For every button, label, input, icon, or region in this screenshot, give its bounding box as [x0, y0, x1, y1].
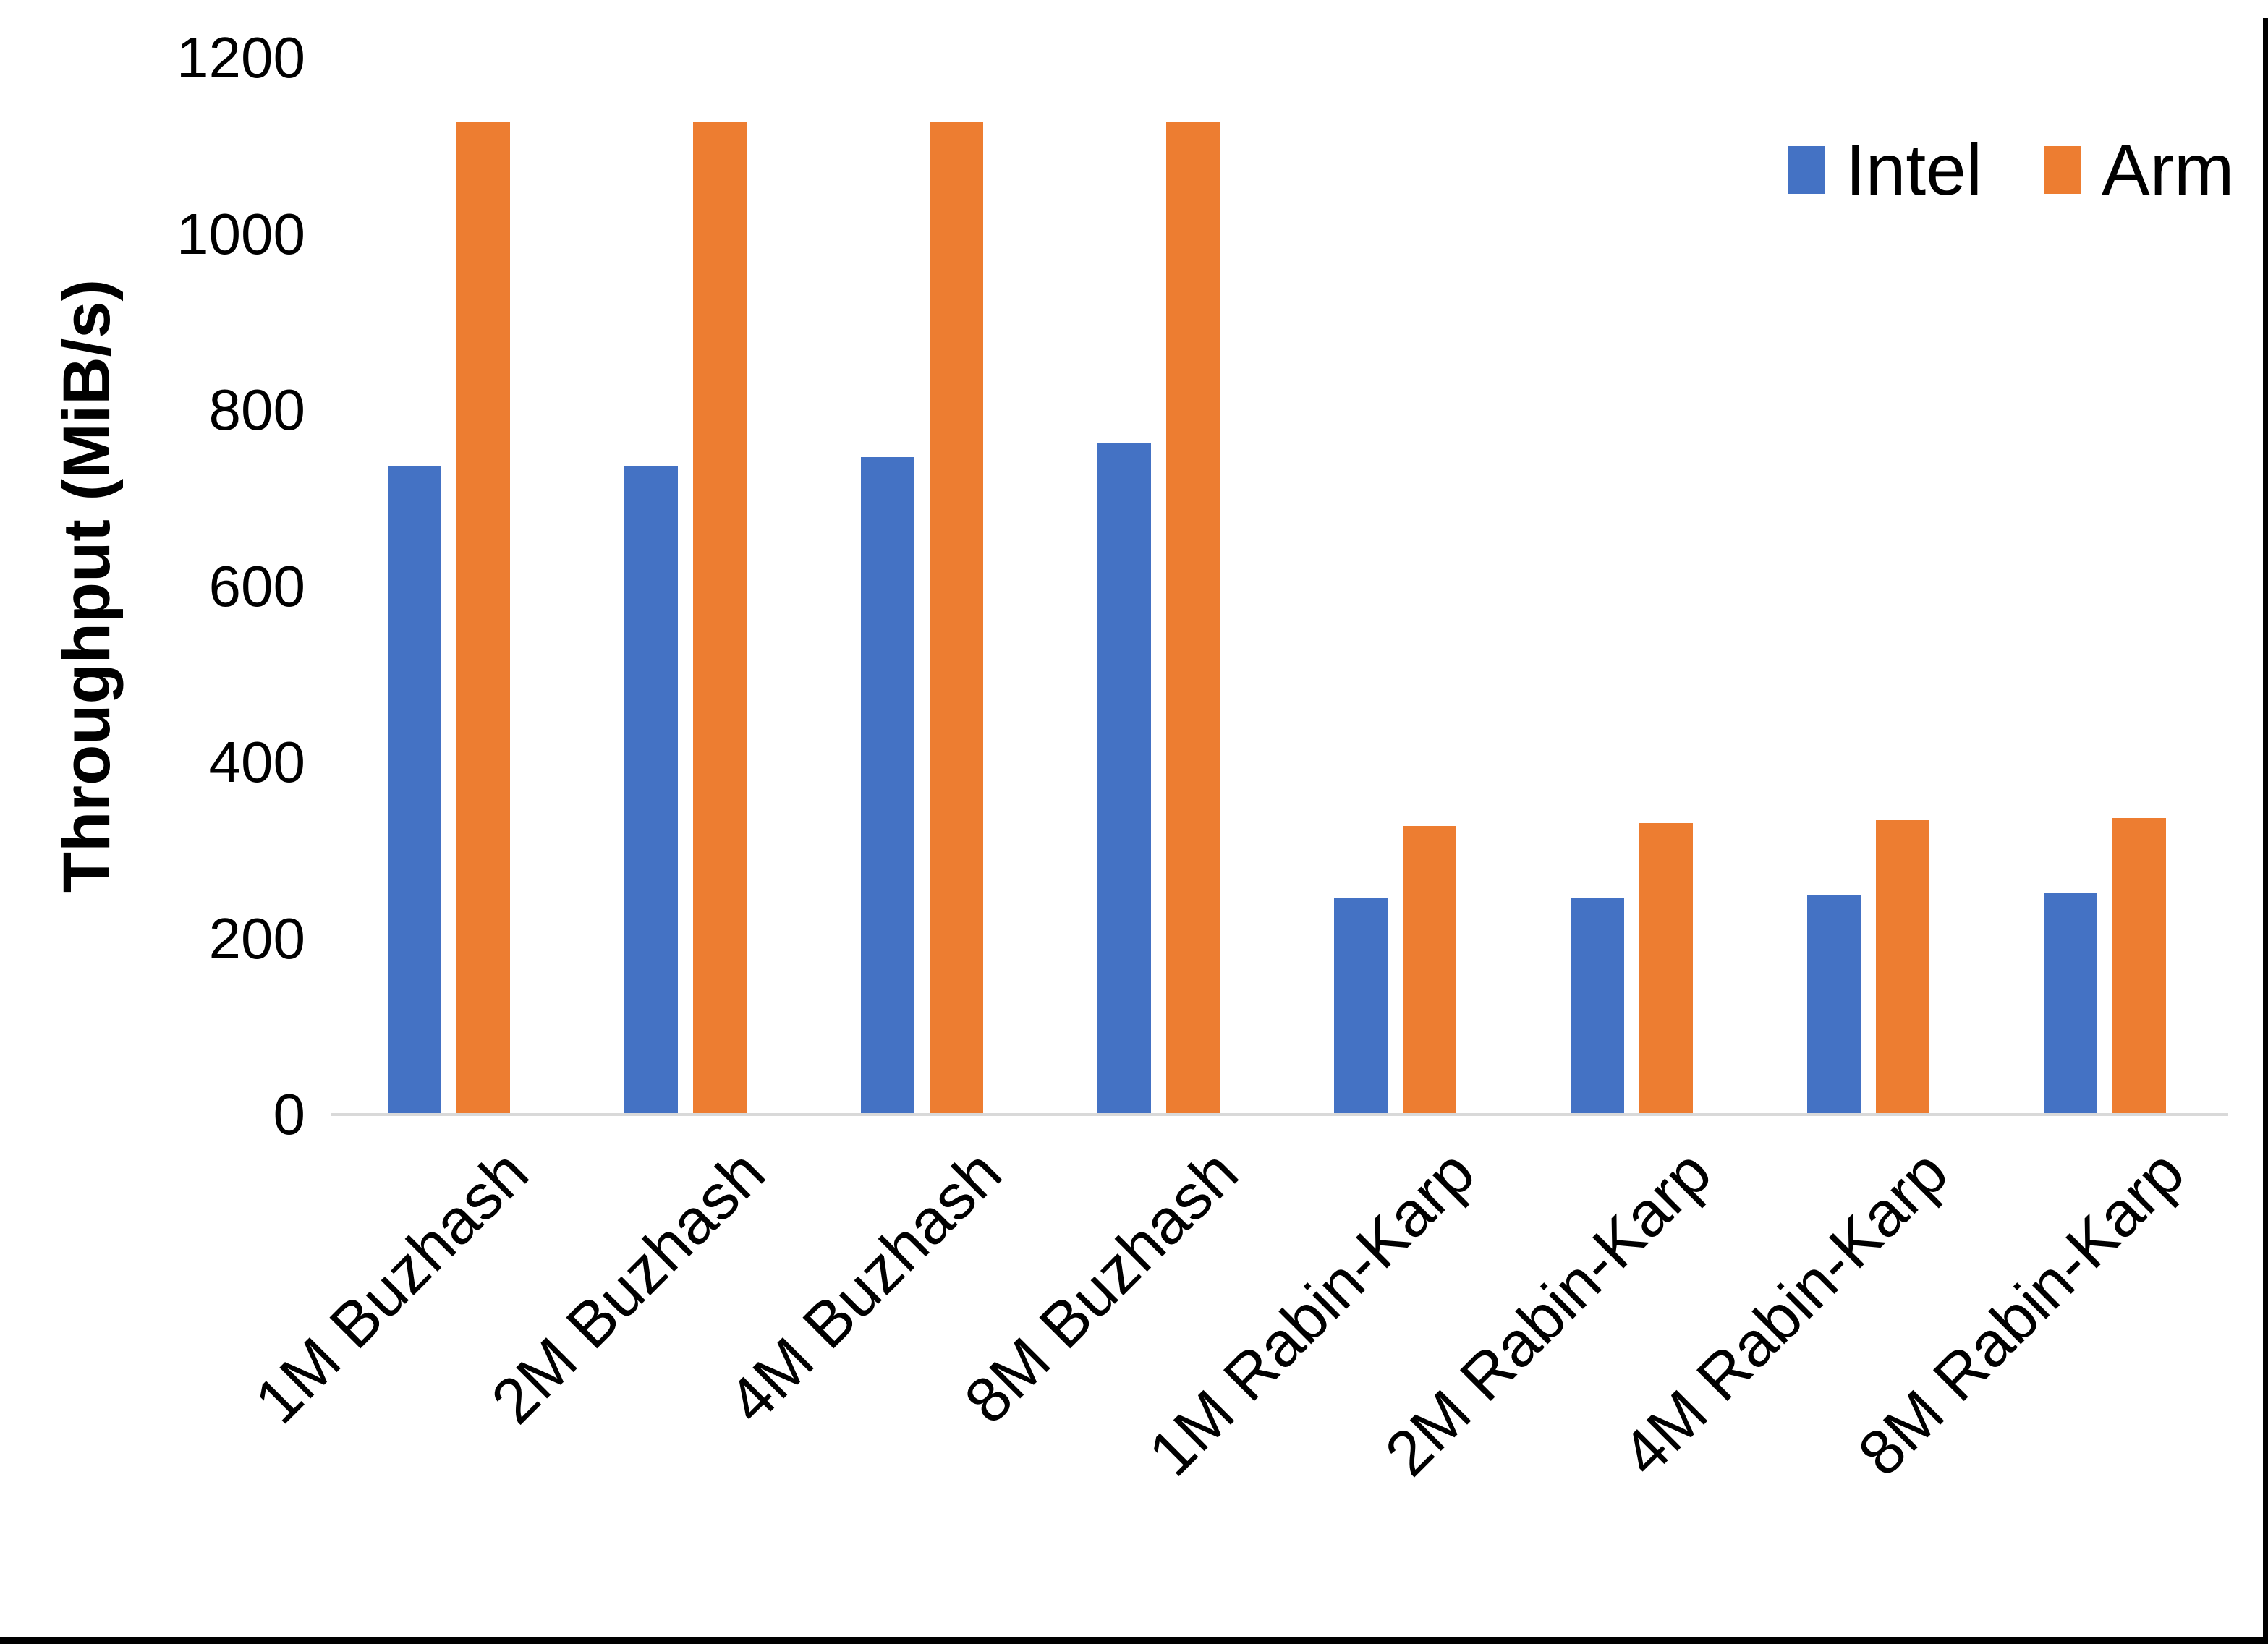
legend: Intel Arm [1788, 134, 2234, 206]
intel-series-swatch [1788, 146, 1825, 194]
bar-intel-8m-rabin-karp [2044, 893, 2097, 1115]
bar-arm-8m-buzhash [1166, 121, 1220, 1115]
plot-area [331, 58, 2223, 1115]
y-tick-label-200: 200 [208, 906, 305, 971]
legend-label-arm: Arm [2102, 129, 2235, 210]
y-tick-label-400: 400 [208, 730, 305, 794]
bar-arm-4m-rabin-karp [1876, 820, 1929, 1115]
bar-arm-1m-rabin-karp [1403, 825, 1456, 1115]
bar-intel-2m-rabin-karp [1571, 898, 1624, 1115]
y-tick-label-1000: 1000 [177, 201, 305, 266]
screenshot-right-border [2263, 18, 2268, 1644]
arm-series-swatch [2044, 146, 2082, 194]
screenshot-bottom-border [0, 1637, 2268, 1644]
bar-arm-2m-rabin-karp [1639, 823, 1693, 1115]
bar-intel-1m-buzhash [388, 465, 441, 1115]
legend-item-intel: Intel [1788, 134, 1982, 206]
legend-label-intel: Intel [1846, 129, 1983, 210]
bar-intel-2m-buzhash [624, 465, 678, 1115]
legend-item-arm: Arm [2044, 134, 2234, 206]
y-tick-label-1200: 1200 [177, 25, 305, 90]
bar-intel-4m-rabin-karp [1807, 894, 1861, 1115]
bar-intel-1m-rabin-karp [1334, 898, 1388, 1115]
bar-arm-4m-buzhash [930, 121, 983, 1115]
bar-arm-2m-buzhash [693, 121, 747, 1115]
bar-intel-4m-buzhash [861, 456, 914, 1115]
bar-arm-8m-rabin-karp [2112, 817, 2166, 1115]
y-tick-label-0: 0 [273, 1082, 306, 1146]
y-tick-label-800: 800 [208, 378, 305, 442]
x-axis-line [331, 1113, 2228, 1116]
bar-intel-8m-buzhash [1097, 443, 1151, 1115]
x-category-label-1m-buzhash: 1M Buzhash [240, 1136, 542, 1437]
bar-arm-1m-buzhash [456, 121, 510, 1115]
y-tick-label-600: 600 [208, 553, 305, 618]
